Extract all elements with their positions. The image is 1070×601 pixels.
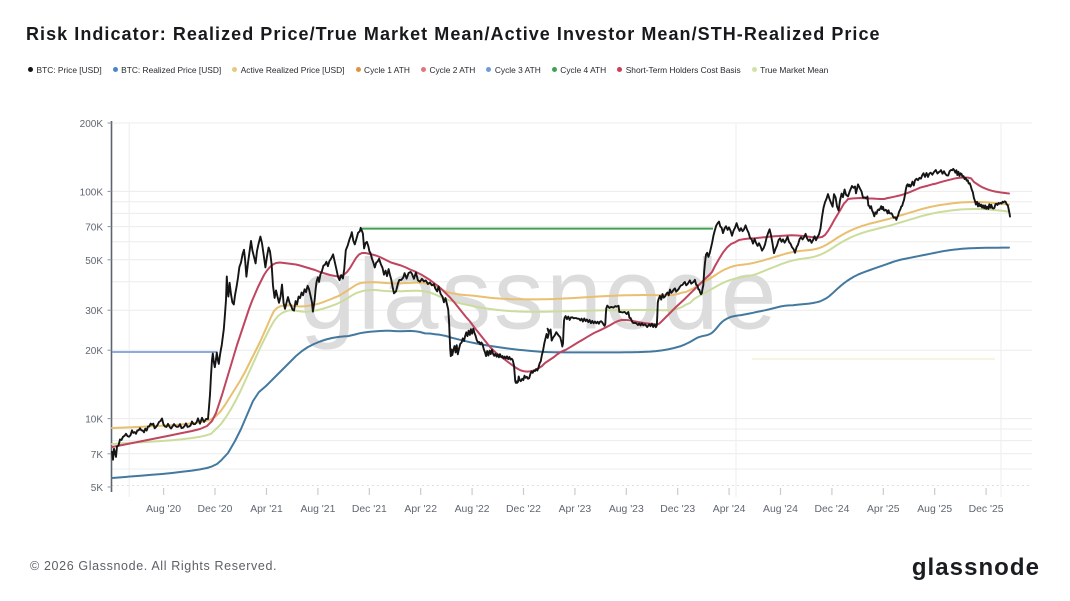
svg-text:Dec '25: Dec '25 xyxy=(969,504,1004,515)
svg-text:5K: 5K xyxy=(91,483,104,494)
svg-text:Apr '22: Apr '22 xyxy=(404,504,437,515)
svg-text:Dec '22: Dec '22 xyxy=(506,504,541,515)
svg-text:Apr '21: Apr '21 xyxy=(250,504,283,515)
svg-text:Dec '24: Dec '24 xyxy=(814,504,849,515)
svg-text:100K: 100K xyxy=(80,187,104,198)
svg-text:Dec '23: Dec '23 xyxy=(660,504,695,515)
svg-text:Aug '20: Aug '20 xyxy=(146,504,181,515)
svg-text:50K: 50K xyxy=(85,256,103,267)
svg-text:200K: 200K xyxy=(80,119,104,130)
svg-text:Apr '25: Apr '25 xyxy=(867,504,900,515)
svg-text:Aug '24: Aug '24 xyxy=(763,504,798,515)
svg-text:Dec '20: Dec '20 xyxy=(198,504,233,515)
svg-text:Aug '23: Aug '23 xyxy=(609,504,644,515)
svg-text:Aug '22: Aug '22 xyxy=(455,504,490,515)
svg-text:30K: 30K xyxy=(85,306,103,317)
svg-text:Apr '24: Apr '24 xyxy=(713,504,746,515)
svg-text:Dec '21: Dec '21 xyxy=(352,504,387,515)
svg-text:Aug '25: Aug '25 xyxy=(917,504,952,515)
svg-text:7K: 7K xyxy=(91,450,104,461)
svg-text:Aug '21: Aug '21 xyxy=(300,504,335,515)
svg-text:70K: 70K xyxy=(85,223,103,234)
svg-text:Apr '23: Apr '23 xyxy=(559,504,592,515)
svg-text:20K: 20K xyxy=(85,346,103,357)
svg-text:10K: 10K xyxy=(85,415,103,426)
